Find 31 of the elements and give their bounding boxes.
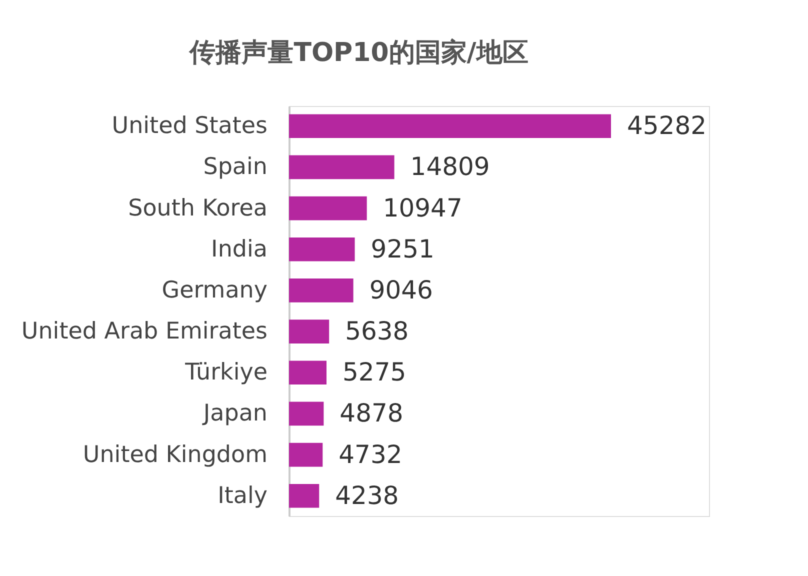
y-tick-label: Japan	[201, 400, 268, 427]
bar	[289, 278, 354, 302]
data-label: 10947	[382, 193, 462, 222]
y-tick-label: India	[211, 236, 268, 262]
y-tick-label: South Korea	[128, 195, 268, 222]
y-tick-label: United States	[112, 113, 268, 140]
data-label: 4878	[340, 398, 404, 428]
y-tick-label: United Kingdom	[82, 442, 268, 468]
y-tick-label: Spain	[203, 154, 268, 180]
bar	[289, 237, 355, 262]
chart-title: 传播声量TOP10的国家/地区	[188, 38, 528, 68]
bar	[289, 320, 330, 344]
bar	[289, 402, 324, 426]
bar	[289, 155, 394, 180]
bar	[289, 484, 320, 508]
data-label: 4732	[338, 440, 402, 469]
data-label: 5638	[345, 316, 409, 346]
data-label: 9046	[369, 275, 433, 304]
data-label: 45282	[627, 111, 707, 140]
data-label: 5275	[342, 358, 406, 387]
y-tick-label: Türkiye	[184, 360, 268, 386]
bar	[289, 196, 367, 220]
y-tick-label: Germany	[162, 277, 268, 304]
bar	[289, 360, 327, 385]
data-label: 9251	[370, 234, 434, 264]
data-label: 4238	[335, 480, 399, 510]
y-tick-label: United Arab Emirates	[21, 318, 268, 345]
bar	[289, 114, 611, 138]
bar	[289, 442, 323, 467]
y-tick-label: Italy	[218, 482, 268, 509]
data-label: 14809	[410, 152, 490, 182]
